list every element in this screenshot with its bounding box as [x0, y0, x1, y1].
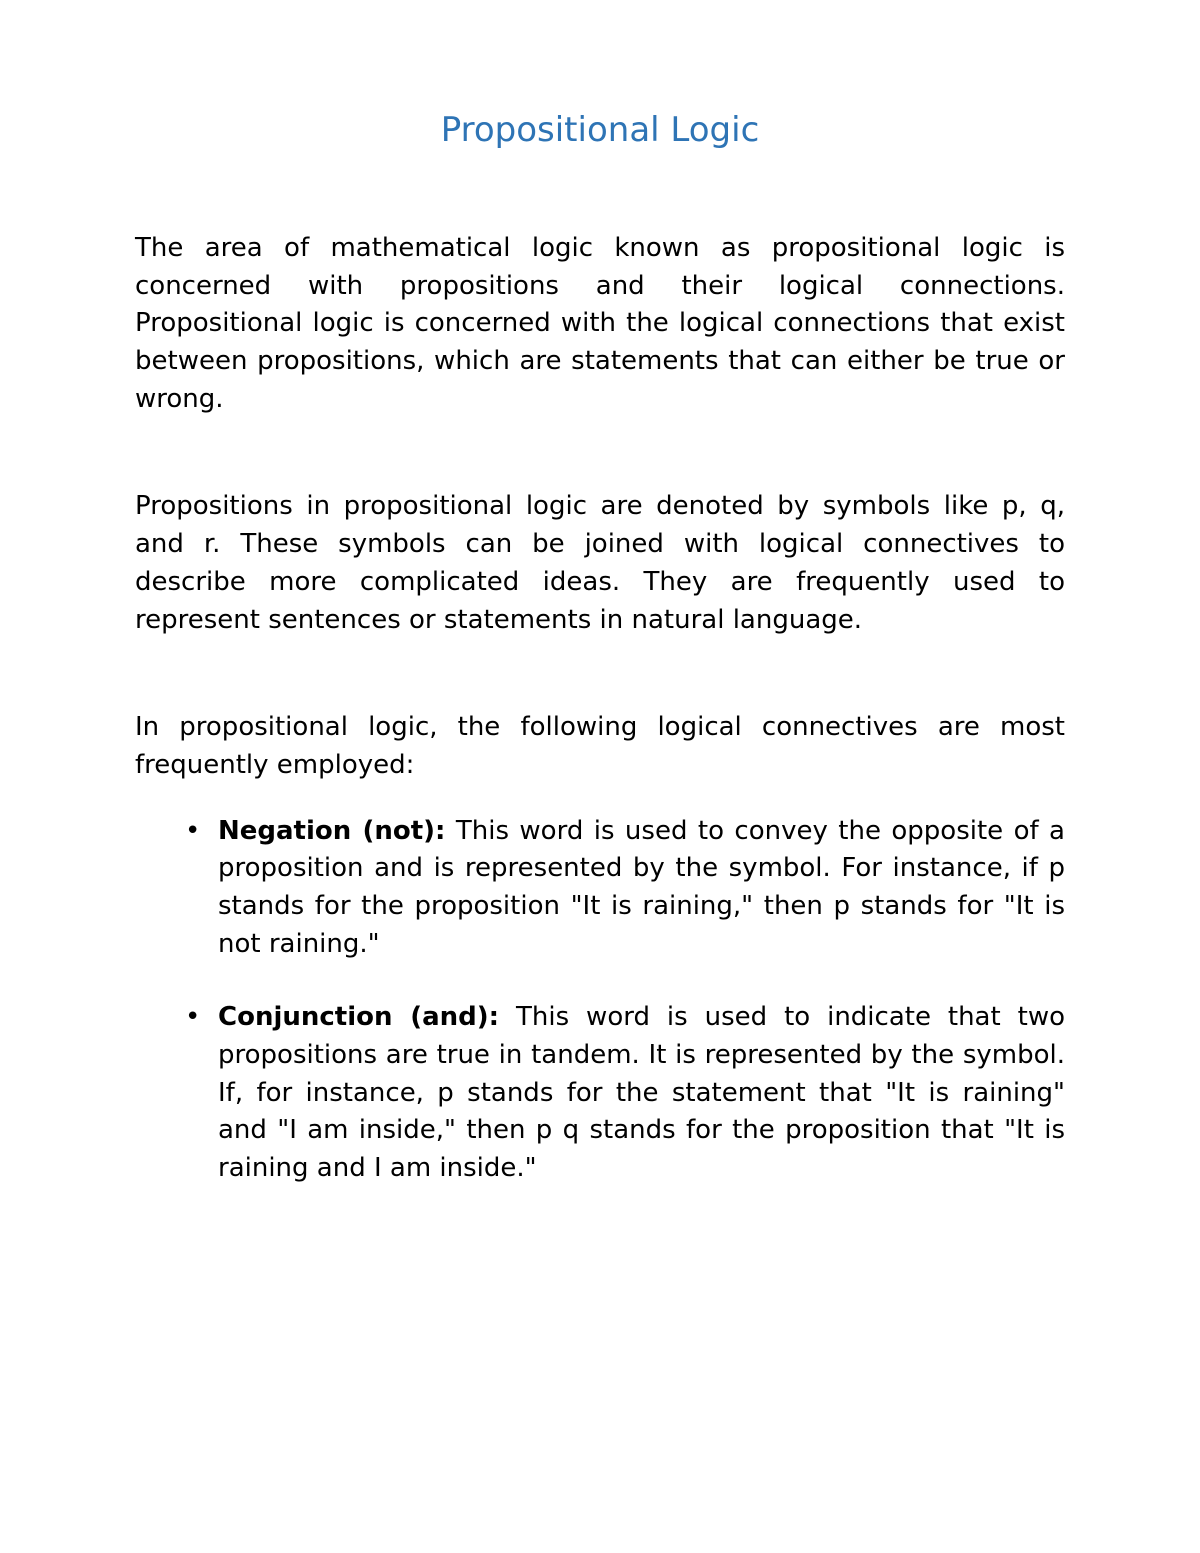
- list-item-label: Conjunction (and):: [218, 1002, 499, 1032]
- connectives-list: Negation (not): This word is used to con…: [135, 813, 1065, 1188]
- intro-paragraph-1: The area of mathematical logic known as …: [135, 230, 1065, 418]
- document-title: Propositional Logic: [135, 110, 1065, 150]
- list-item: Conjunction (and): This word is used to …: [190, 999, 1065, 1187]
- intro-paragraph-3: In propositional logic, the following lo…: [135, 709, 1065, 784]
- list-item: Negation (not): This word is used to con…: [190, 813, 1065, 964]
- intro-paragraph-2: Propositions in propositional logic are …: [135, 488, 1065, 639]
- list-item-label: Negation (not):: [218, 816, 445, 846]
